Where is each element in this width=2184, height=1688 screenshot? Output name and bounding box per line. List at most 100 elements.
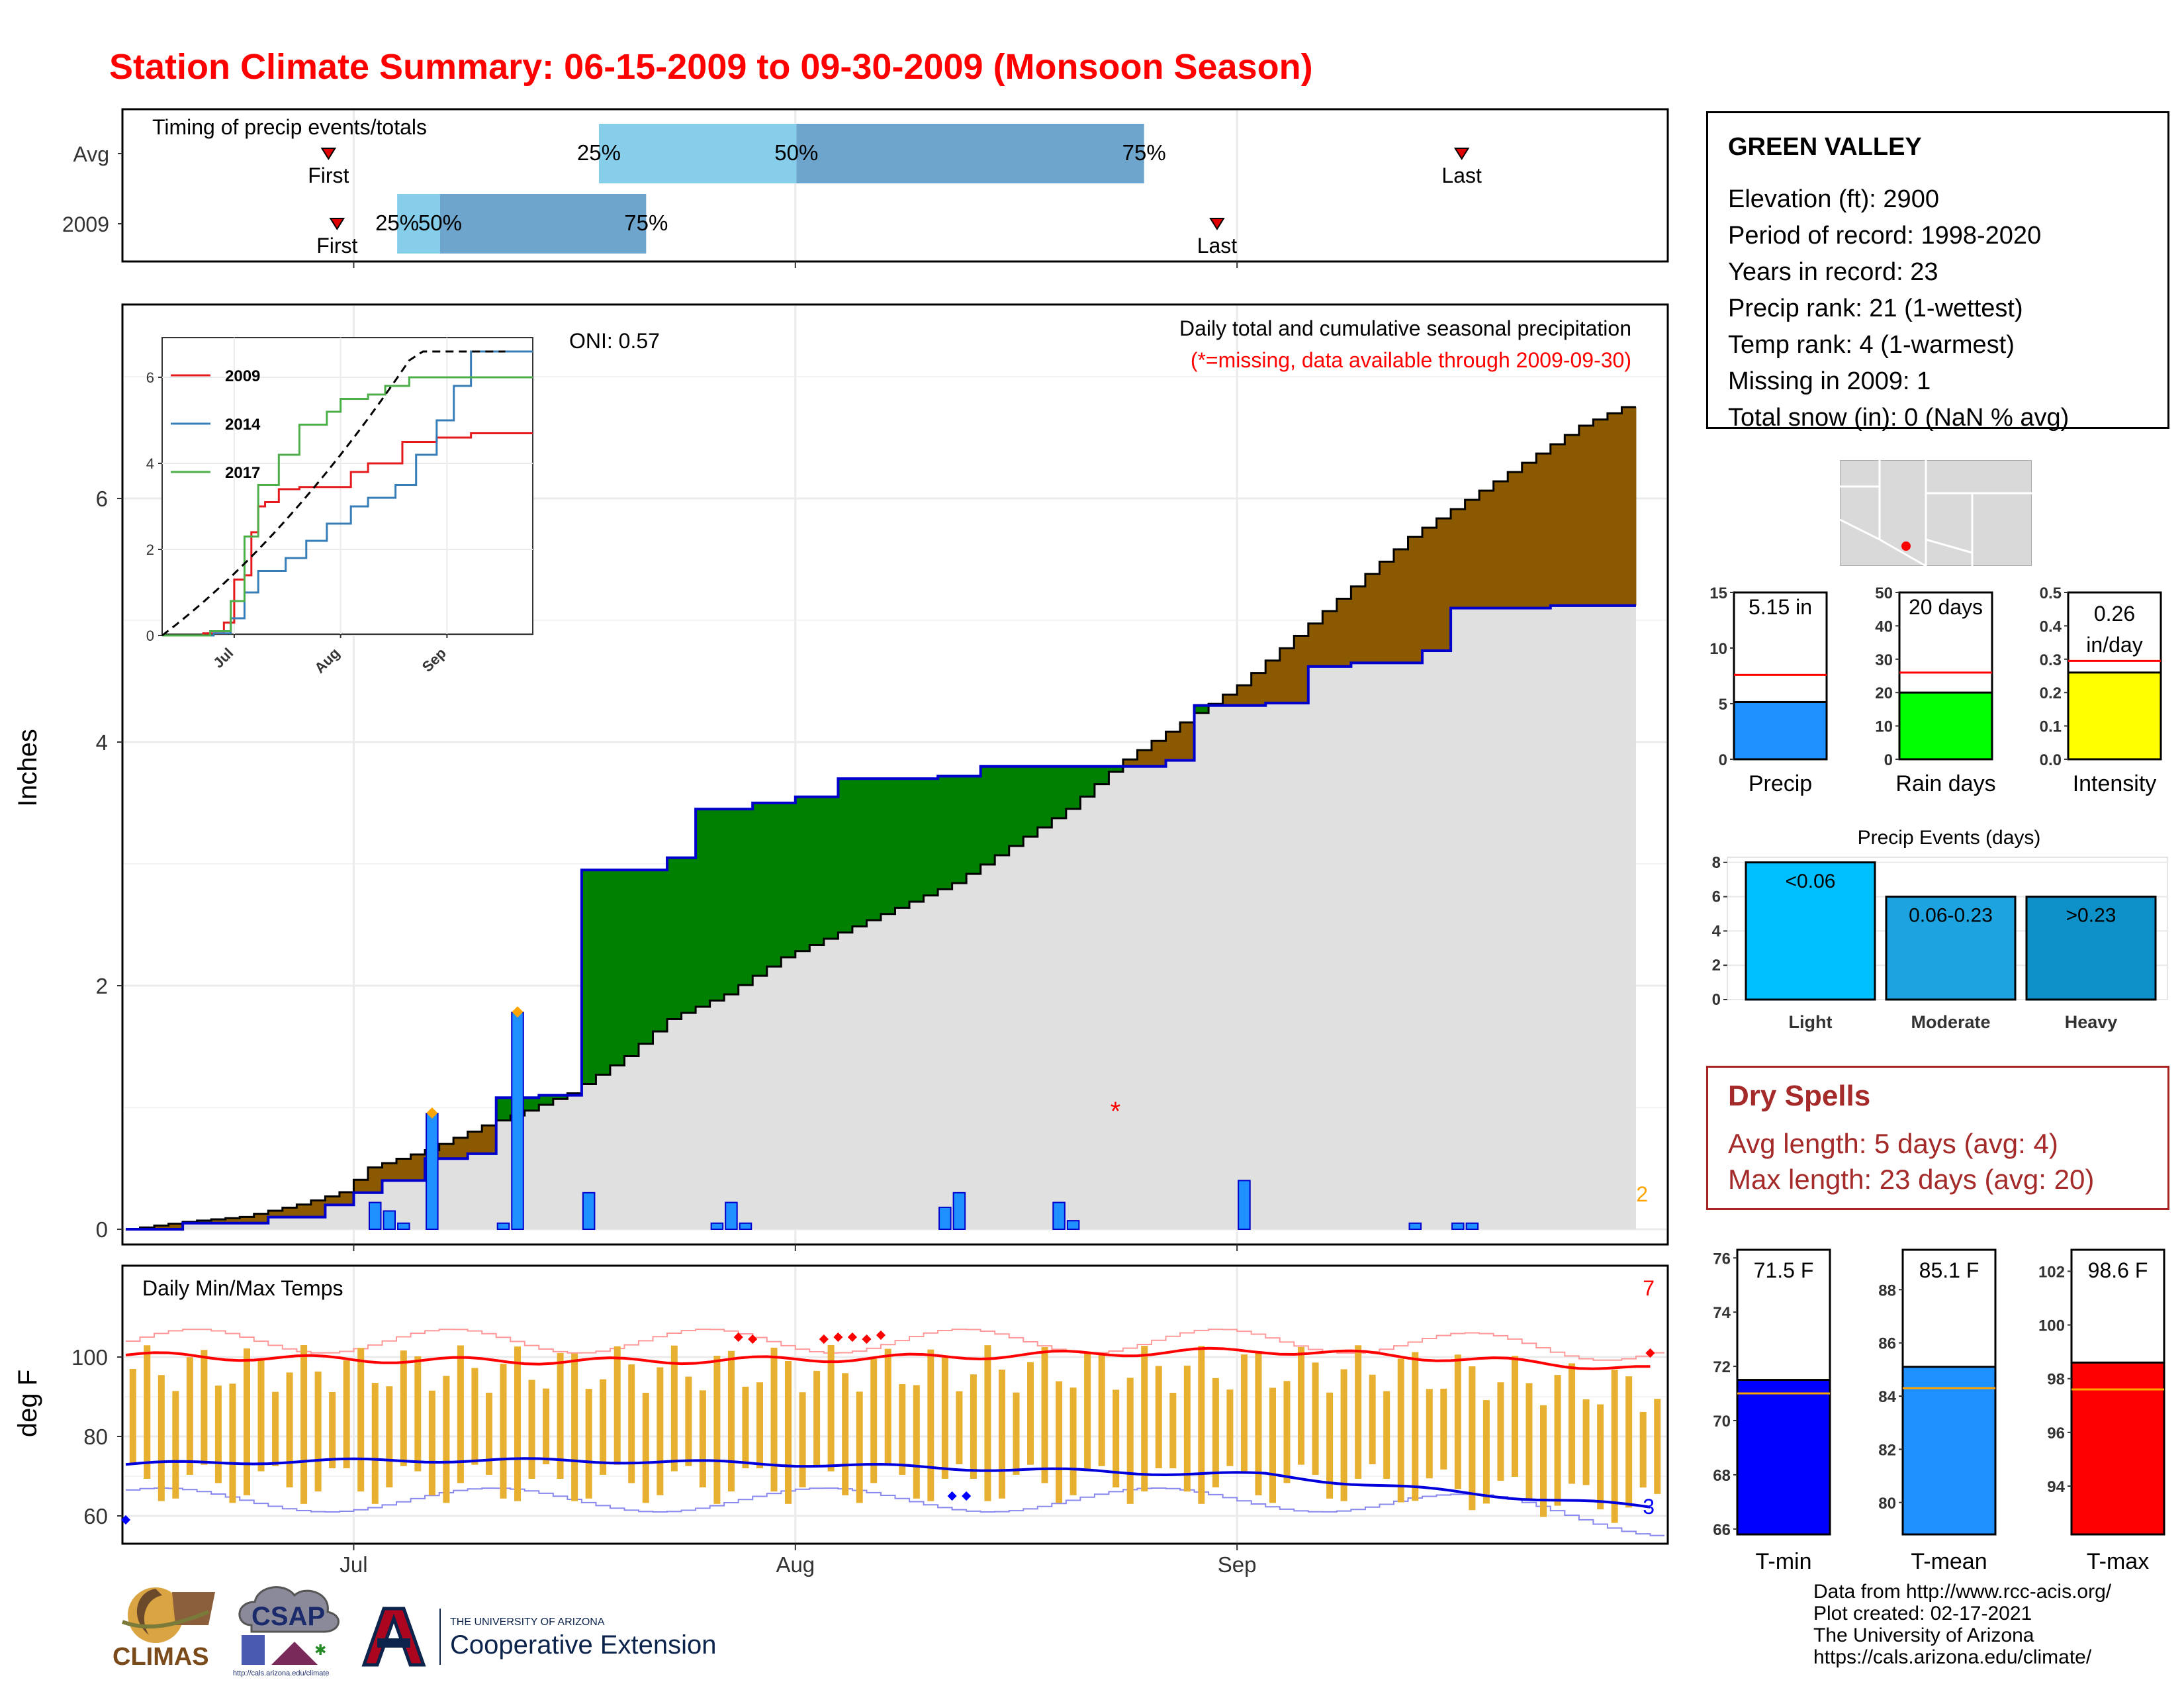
daily-temp-bar (870, 1358, 878, 1483)
above-avg-fill (923, 778, 938, 896)
daily-temp-bar (742, 1386, 749, 1469)
station-years: Years in record: 23 (1728, 258, 1938, 286)
record-high-count: 7 (1643, 1276, 1655, 1300)
above-avg-fill (752, 803, 768, 976)
csap-logo-text: CSAP (251, 1602, 325, 1631)
station-missing: Missing in 2009: 1 (1728, 367, 1931, 395)
below-avg-fill (1237, 685, 1252, 706)
daily-temp-bar (1298, 1346, 1305, 1465)
record-high-marker (819, 1334, 829, 1344)
inset-legend-label: 2009 (225, 367, 260, 385)
timing-first-label: First (316, 234, 357, 258)
above-avg-fill (895, 778, 910, 908)
temp-panel: Daily Min/Max Temps 7 3 60 80 100 Jul Aug Sep deg… (13, 1264, 1669, 1577)
daily-temp-bar (1340, 1369, 1347, 1501)
temp-ylabel: deg F (13, 1370, 42, 1437)
cumulative-2009-line (126, 604, 1636, 1231)
temp-bar-ytick: 86 (1878, 1335, 1896, 1353)
daily-temp-bar (543, 1388, 550, 1464)
above-avg-fill (1023, 766, 1038, 837)
below-avg-fill (1180, 722, 1195, 761)
above-avg-fill (795, 796, 810, 951)
daily-temp-bar (727, 1350, 735, 1492)
daily-temp-bar (1056, 1381, 1063, 1503)
below-avg-fill (382, 1163, 397, 1181)
precip-event-bar (1885, 896, 2017, 1001)
below-avg-fill (168, 1223, 183, 1229)
daily-precip-bar (1451, 1222, 1465, 1231)
precip-events-title: Precip Events (days) (1858, 827, 2041, 849)
below-avg-fill (482, 1125, 497, 1154)
temp-ytick: 100 (71, 1345, 108, 1370)
mini-ytick: 0 (1884, 751, 1893, 769)
inset-line-2009 (162, 432, 533, 637)
daily-temp-bar (214, 1385, 222, 1483)
timing-p50-label: 50% (418, 211, 462, 235)
daily-precip-bar (1052, 1201, 1066, 1231)
timing-p25-label: 25% (375, 211, 419, 235)
inset-chart (161, 337, 533, 635)
below-avg-fill (282, 1207, 297, 1217)
below-avg-fill (367, 1167, 383, 1193)
inset-line-2017 (162, 376, 533, 637)
daily-temp-bar (628, 1364, 635, 1483)
mini-ytick: 20 (1875, 684, 1893, 702)
mini-ytick: 0.4 (2040, 618, 2062, 635)
timing-bar-25-50 (397, 194, 440, 254)
temp-bar-ytick: 88 (1878, 1282, 1896, 1299)
below-avg-fill (1578, 426, 1594, 606)
daily-precip-bar (1408, 1222, 1422, 1231)
season-stats-charts: 0 5 10 15 5.15 in Precip 0 10 20 30 40 50 20 days Rai… (1709, 585, 2162, 796)
station-location-dot (1901, 541, 1911, 551)
daily-temp-bar (400, 1350, 407, 1466)
temp-bar-ytick: 70 (1713, 1413, 1731, 1430)
record-high-line (126, 1329, 1664, 1361)
daily-temp-bar (1454, 1354, 1461, 1489)
below-avg-fill (1508, 472, 1523, 608)
daily-temp-bar (1283, 1381, 1291, 1483)
below-avg-fill (1336, 598, 1351, 667)
daily-temp-bar (1597, 1404, 1604, 1510)
above-avg-fill (852, 778, 867, 927)
above-avg-fill (966, 776, 981, 874)
below-avg-fill (1593, 419, 1608, 606)
above-avg-fill (639, 870, 654, 1044)
daily-temp-bar (1639, 1411, 1647, 1488)
mini-value-label: 5.15 in (1749, 595, 1812, 619)
below-avg-fill (1536, 453, 1551, 608)
above-avg-fill (496, 1098, 511, 1121)
dry-spells-avg: Avg length: 5 days (avg: 4) (1728, 1128, 2058, 1159)
above-avg-fill (1037, 766, 1052, 828)
credit-url: https://cals.arizona.edu/climate/ (1813, 1646, 2092, 1668)
daily-temp-bar (1469, 1366, 1476, 1511)
below-avg-fill (1550, 444, 1565, 606)
credit-university: The University of Arizona (1813, 1624, 2034, 1646)
daily-temp-bar (799, 1392, 806, 1487)
daily-temp-bar (1155, 1366, 1162, 1469)
below-avg-fill (268, 1210, 283, 1217)
above-avg-fill (1052, 766, 1067, 819)
daily-temp-bar (272, 1391, 279, 1466)
timing-last-marker (1453, 148, 1470, 160)
daily-temp-bar (770, 1347, 778, 1492)
daily-temp-bar (229, 1383, 236, 1503)
below-avg-fill (1279, 648, 1295, 704)
inset-ytick: 6 (146, 369, 154, 386)
below-avg-fill (1393, 549, 1408, 663)
missing-marker: * (1111, 1097, 1121, 1126)
below-avg-fill (253, 1213, 269, 1223)
events-ytick: 2 (1712, 957, 1721, 974)
below-avg-fill (1465, 500, 1480, 608)
timing-first-marker (329, 218, 345, 230)
temp-value-label: 85.1 F (1919, 1258, 1979, 1282)
timing-bar-25-50 (598, 124, 797, 183)
timing-p75-label: 75% (624, 211, 668, 235)
precip-ytick: 4 (96, 730, 108, 755)
station-elevation: Elevation (ft): 2900 (1728, 185, 1939, 213)
above-avg-fill (781, 803, 796, 958)
temp-bar-ytick: 76 (1713, 1250, 1731, 1268)
daily-temp-bar (1582, 1399, 1590, 1485)
timing-first-marker (320, 148, 337, 160)
inset-legend-label: 2017 (225, 464, 260, 482)
above-avg-fill (667, 857, 682, 1019)
